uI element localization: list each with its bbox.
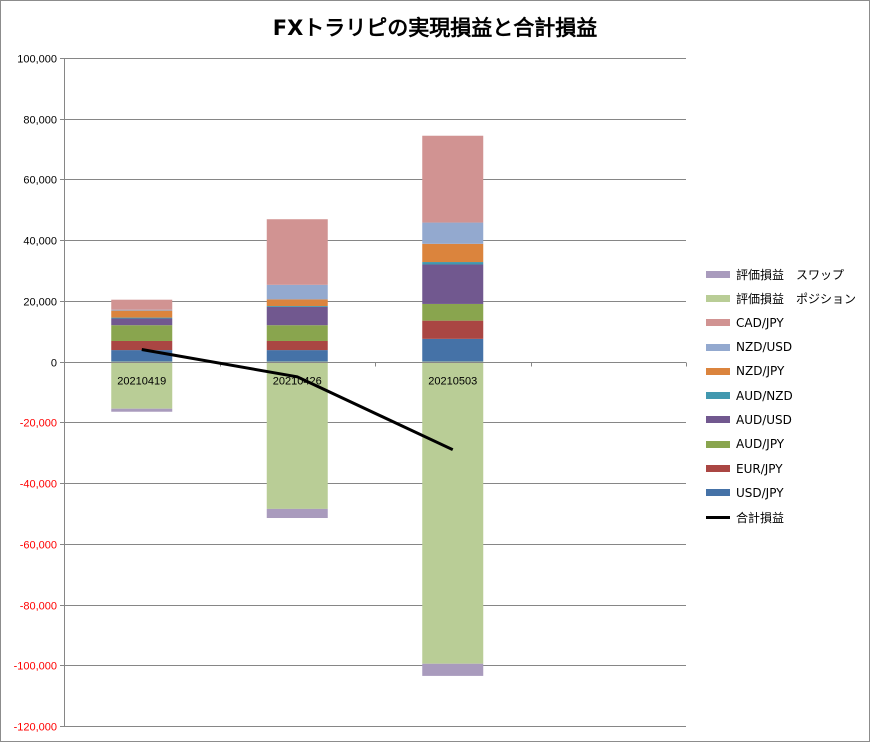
legend: 評価損益 スワップ 評価損益 ポジション CAD/JPY NZD/USD NZD/JPY… xyxy=(706,262,866,529)
legend-swatch xyxy=(706,440,730,448)
legend-swatch xyxy=(706,392,730,400)
bar-segment xyxy=(422,135,484,223)
bar-segment xyxy=(422,303,484,321)
total-pl-line xyxy=(141,348,454,452)
y-tick-label: -40,000 xyxy=(20,479,57,491)
bar-segment xyxy=(266,219,328,285)
legend-swatch xyxy=(706,489,730,497)
y-tick-label: -100,000 xyxy=(14,661,57,673)
bar-segment xyxy=(422,222,484,244)
legend-label: NZD/JPY xyxy=(736,364,785,379)
legend-label: NZD/USD xyxy=(736,340,793,355)
legend-swatch xyxy=(706,465,730,473)
category-label: 20210426 xyxy=(273,376,322,388)
bar-segment xyxy=(266,306,328,307)
bar-segment xyxy=(111,361,173,409)
bar-segment xyxy=(266,350,328,362)
chart-title: FXトラリピの実現損益と合計損益 xyxy=(272,16,598,40)
bar-segment xyxy=(266,508,328,519)
legend-swatch xyxy=(706,343,730,351)
legend-swatch xyxy=(706,294,730,302)
bars xyxy=(111,135,484,676)
legend-label: AUD/JPY xyxy=(736,437,785,452)
bar-segment xyxy=(422,338,484,362)
axes xyxy=(64,58,687,726)
y-tick-label: 60,000 xyxy=(23,175,57,187)
legend-label: AUD/USD xyxy=(736,412,792,427)
legend-item: 合計損益 xyxy=(706,505,866,529)
y-axis-tick-labels: 100,000 80,000 60,000 40,000 20,000 0 -20,000 -… xyxy=(14,54,57,734)
y-tick-label: 100,000 xyxy=(17,54,57,66)
y-tick-label: -120,000 xyxy=(14,722,57,734)
legend-label: EUR/JPY xyxy=(736,461,783,476)
bar-segment xyxy=(266,299,328,307)
bar-segment xyxy=(422,243,484,263)
bar-segment xyxy=(422,262,484,265)
legend-swatch xyxy=(706,319,730,327)
legend-label: AUD/NZD xyxy=(736,388,793,403)
bar-segment xyxy=(111,317,173,319)
legend-label: 合計損益 xyxy=(736,510,785,525)
legend-swatch xyxy=(706,270,730,278)
category-label: 20210419 xyxy=(117,376,166,388)
y-tick-label: 20,000 xyxy=(23,297,57,309)
legend-label: CAD/JPY xyxy=(736,315,784,330)
category-label: 20210503 xyxy=(428,376,477,388)
y-tick-label: -60,000 xyxy=(20,540,57,552)
bar-segment xyxy=(111,340,173,351)
y-tick-label: -80,000 xyxy=(20,601,57,613)
legend-item: 評価損益 スワップ xyxy=(706,262,866,286)
legend-item: AUD/JPY xyxy=(706,432,866,456)
legend-swatch xyxy=(706,416,730,424)
legend-label: USD/JPY xyxy=(736,485,784,500)
category-labels: 20210419 20210426 20210503 xyxy=(117,376,477,388)
bar-segment xyxy=(266,325,328,341)
legend-item: USD/JPY xyxy=(706,481,866,505)
legend-label: 評価損益 ポジション xyxy=(736,291,857,306)
bar-segment xyxy=(422,361,484,664)
y-tick-label: -20,000 xyxy=(20,418,57,430)
legend-item: NZD/JPY xyxy=(706,359,866,383)
legend-line-swatch xyxy=(706,515,730,519)
legend-item: AUD/NZD xyxy=(706,383,866,407)
legend-label: 評価損益 スワップ xyxy=(736,267,845,282)
y-tick-label: 40,000 xyxy=(23,236,57,248)
legend-item: NZD/USD xyxy=(706,335,866,359)
bar-segment xyxy=(111,310,173,318)
bar-segment xyxy=(111,325,173,341)
bar-segment xyxy=(266,306,328,326)
legend-item: AUD/USD xyxy=(706,408,866,432)
total-line xyxy=(141,348,454,452)
bar-segment xyxy=(111,318,173,326)
legend-item: EUR/JPY xyxy=(706,456,866,480)
bar-segment xyxy=(422,320,484,339)
bar-segment xyxy=(422,663,484,676)
bar-segment xyxy=(422,264,484,304)
legend-item: 評価損益 ポジション xyxy=(706,286,866,310)
bar-segment xyxy=(111,309,173,311)
y-tick-label: 0 xyxy=(51,358,57,370)
y-tick-label: 80,000 xyxy=(23,115,57,127)
bar-segment xyxy=(266,340,328,351)
legend-swatch xyxy=(706,367,730,375)
bar-segment xyxy=(111,408,173,412)
bar-segment xyxy=(111,350,173,362)
bar-segment xyxy=(111,299,173,310)
bar-segment xyxy=(266,284,328,300)
legend-item: CAD/JPY xyxy=(706,311,866,335)
